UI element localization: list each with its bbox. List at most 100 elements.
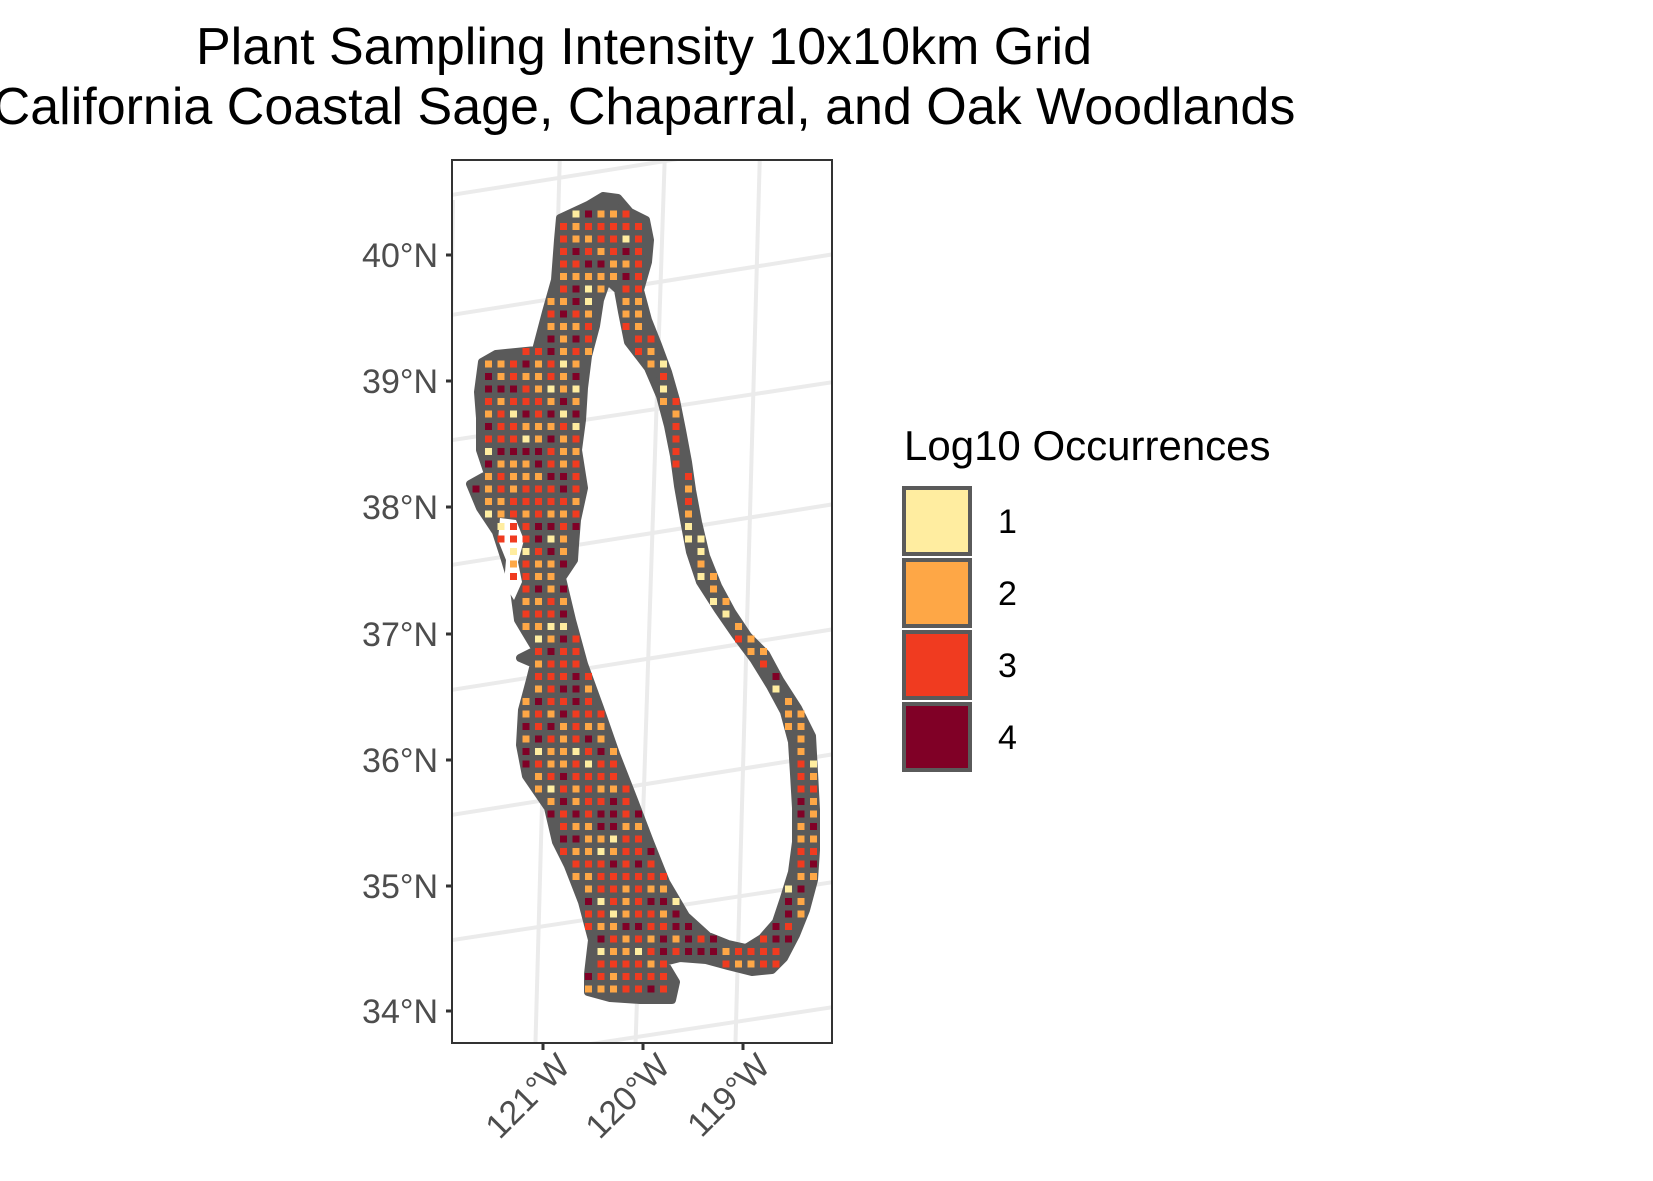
grid-cell [585,310,592,318]
grid-cell [597,948,605,955]
grid-cell [547,485,555,493]
y-tick-label: 39°N [362,363,438,401]
grid-cell [785,723,792,730]
grid-cell [760,935,767,943]
grid-cell [572,235,580,243]
grid-cell [522,585,530,593]
grid-cell [810,860,817,868]
grid-cell [585,323,592,330]
grid-cell [560,248,567,255]
grid-cell [610,273,617,280]
grid-cell [610,873,617,880]
grid-cell [597,860,605,868]
grid-cell [522,723,530,730]
grid-cell [560,510,567,518]
grid-cell [510,398,517,405]
grid-cell [547,460,555,468]
grid-cell [660,873,667,880]
grid-cell [522,535,530,543]
grid-cell [797,885,805,893]
grid-cell [560,535,567,543]
grid-cell [647,348,655,355]
grid-cell [497,435,505,443]
grid-cell [547,573,555,580]
grid-cell [672,923,680,930]
grid-cell [610,935,617,943]
grid-cell [497,460,505,468]
grid-cell [610,748,617,755]
grid-cell [535,510,542,518]
grid-cell [547,698,555,705]
grid-cell [685,935,692,943]
grid-cell [547,423,555,430]
y-tick-label: 34°N [362,993,438,1031]
grid-cell [535,748,542,755]
grid-cell [797,760,805,768]
grid-cell [647,848,655,855]
grid-cell [635,310,642,318]
grid-cell [497,448,505,455]
graticule-meridian [733,160,762,1043]
grid-cell [585,335,592,343]
grid-cell [597,710,605,718]
grid-cell [522,510,530,518]
grid-cell [547,598,555,605]
grid-cell [572,523,580,530]
grid-cell [535,660,542,668]
grid-cell [660,985,667,993]
grid-cell [572,698,580,705]
grid-cell [722,598,730,605]
grid-cell [660,948,667,955]
grid-cell [672,423,680,430]
grid-cell [797,810,805,818]
grid-cell [810,785,817,793]
grid-cell [547,310,555,318]
grid-cell [772,935,780,943]
grid-cell [647,885,655,893]
grid-cell [497,385,505,393]
grid-cell [572,310,580,318]
graticule-parallel [452,627,832,692]
grid-cell [635,973,642,980]
grid-cell [535,535,542,543]
grid-cell [660,973,667,980]
graticule-parallel [452,752,832,817]
grid-cell [522,410,530,418]
grid-cell [560,473,567,480]
grid-cell [510,360,517,368]
grid-cell [610,923,617,930]
graticule [452,160,832,1043]
grid-cell [572,473,580,480]
grid-cell [710,573,717,580]
grid-cell [535,598,542,605]
grid-cell [585,673,592,680]
grid-cell [560,385,567,393]
grid-cell [622,835,630,843]
grid-cell [547,298,555,305]
grid-cell [547,523,555,530]
grid-cell [622,885,630,893]
grid-cell [635,885,642,893]
grid-cell [697,535,705,543]
grid-cell [610,848,617,855]
grid-cell [660,923,667,930]
grid-cell [522,398,530,405]
grid-cell [535,348,542,355]
grid-cell [572,798,580,805]
grid-cell [622,798,630,805]
grid-cell [710,935,717,943]
grid-cell [585,848,592,855]
grid-cell [560,223,567,230]
grid-cell [572,873,580,880]
grid-cell [572,785,580,793]
legend-label: 4 [998,719,1017,757]
grid-cell [547,410,555,418]
grid-cell [535,585,542,593]
grid-cell [572,385,580,393]
grid-cell [535,685,542,693]
grid-cell [560,598,567,605]
grid-cell [535,360,542,368]
grid-cell [560,698,567,705]
grid-cell [635,248,642,255]
grid-cell [535,735,542,743]
